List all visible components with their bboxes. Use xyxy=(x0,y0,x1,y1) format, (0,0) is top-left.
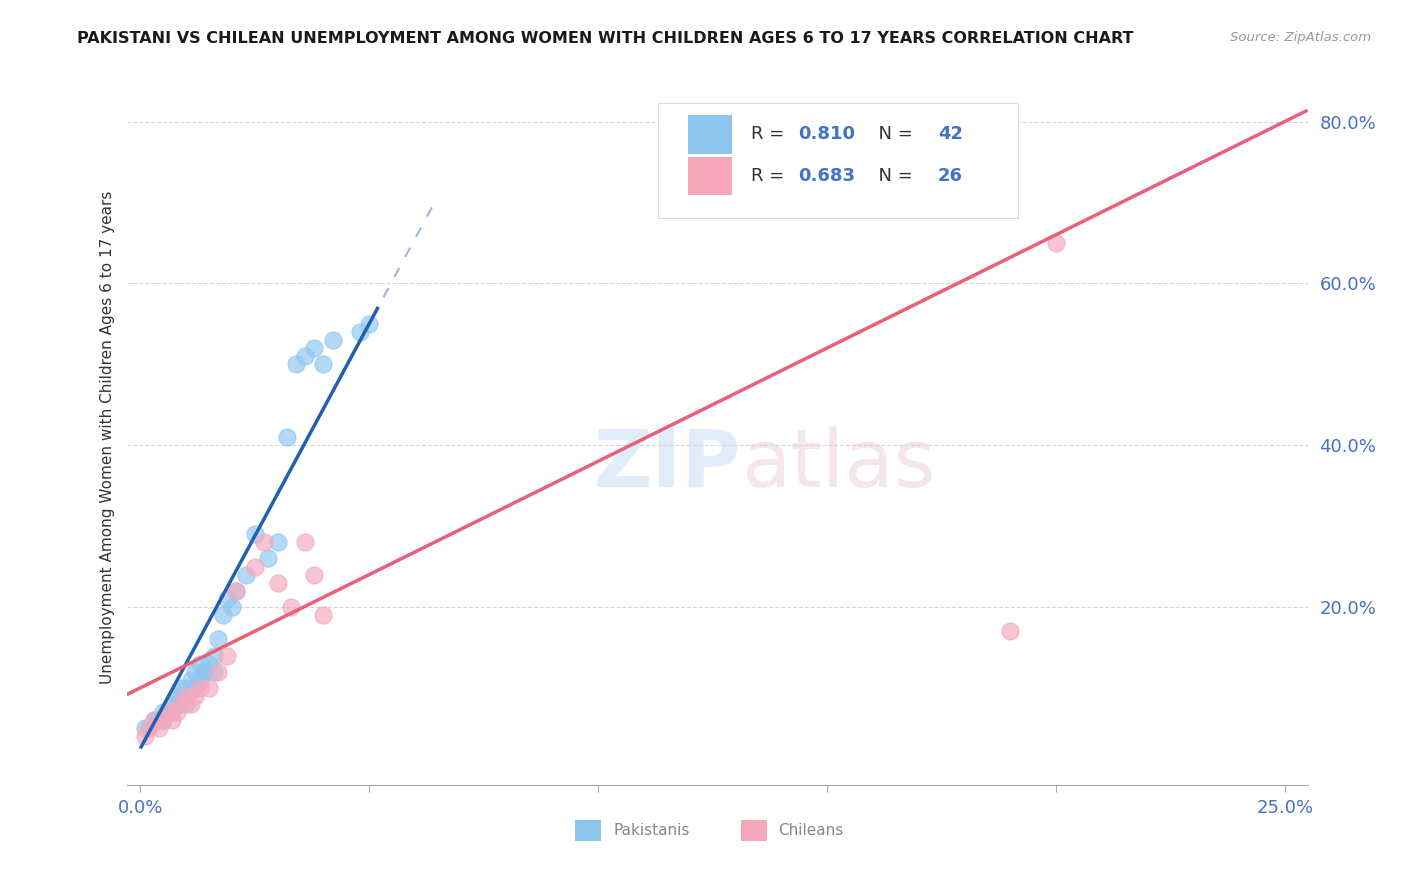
Point xyxy=(193,665,215,679)
Point xyxy=(166,689,188,703)
Point xyxy=(221,599,243,614)
Text: Source: ZipAtlas.com: Source: ZipAtlas.com xyxy=(1230,31,1371,45)
Point xyxy=(266,575,288,590)
Point xyxy=(138,722,160,736)
Point xyxy=(143,713,166,727)
Point xyxy=(180,697,202,711)
Point xyxy=(235,567,257,582)
Text: PAKISTANI VS CHILEAN UNEMPLOYMENT AMONG WOMEN WITH CHILDREN AGES 6 TO 17 YEARS C: PAKISTANI VS CHILEAN UNEMPLOYMENT AMONG … xyxy=(77,31,1133,46)
Point xyxy=(148,722,170,736)
Point xyxy=(312,357,335,371)
Point xyxy=(143,713,166,727)
Point xyxy=(180,673,202,687)
Point xyxy=(170,689,193,703)
Point xyxy=(276,430,298,444)
Point xyxy=(302,341,325,355)
Point xyxy=(188,673,211,687)
Text: N =: N = xyxy=(868,126,918,144)
FancyBboxPatch shape xyxy=(741,820,766,840)
Point xyxy=(225,583,247,598)
Point xyxy=(152,713,174,727)
Text: R =: R = xyxy=(751,167,790,186)
Point xyxy=(162,705,184,719)
Point xyxy=(162,713,184,727)
FancyBboxPatch shape xyxy=(575,820,602,840)
Point xyxy=(184,665,207,679)
FancyBboxPatch shape xyxy=(688,157,733,195)
Point xyxy=(188,681,211,695)
Point xyxy=(257,551,280,566)
Text: R =: R = xyxy=(751,126,790,144)
Y-axis label: Unemployment Among Women with Children Ages 6 to 17 years: Unemployment Among Women with Children A… xyxy=(100,190,115,684)
Text: atlas: atlas xyxy=(741,425,935,504)
Point xyxy=(193,665,215,679)
Point xyxy=(322,333,344,347)
Point xyxy=(202,648,225,663)
FancyBboxPatch shape xyxy=(688,115,733,153)
Point xyxy=(280,599,302,614)
Point xyxy=(202,665,225,679)
Text: 0.810: 0.810 xyxy=(799,126,856,144)
Point xyxy=(166,705,188,719)
Point xyxy=(998,624,1021,639)
Text: 26: 26 xyxy=(938,167,963,186)
Point xyxy=(170,681,193,695)
Point xyxy=(294,535,316,549)
Point xyxy=(243,527,266,541)
Point xyxy=(156,705,179,719)
Point xyxy=(284,357,307,371)
Point xyxy=(148,713,170,727)
Point xyxy=(184,689,207,703)
Point xyxy=(188,657,211,671)
Point xyxy=(174,689,197,703)
Point xyxy=(207,632,229,647)
Point xyxy=(217,648,239,663)
Point xyxy=(152,705,174,719)
Point xyxy=(349,325,371,339)
Text: 0.683: 0.683 xyxy=(799,167,856,186)
Point xyxy=(359,317,381,331)
Point xyxy=(166,697,188,711)
Point xyxy=(302,567,325,582)
Point xyxy=(152,713,174,727)
Text: ZIP: ZIP xyxy=(593,425,741,504)
Point xyxy=(184,681,207,695)
Point xyxy=(156,705,179,719)
Point xyxy=(162,697,184,711)
Point xyxy=(211,608,233,623)
Point xyxy=(198,681,221,695)
Point xyxy=(217,591,239,606)
Point xyxy=(134,722,156,736)
Point xyxy=(294,349,316,363)
Point xyxy=(253,535,276,549)
Point xyxy=(225,583,247,598)
Text: 42: 42 xyxy=(938,126,963,144)
Text: Pakistanis: Pakistanis xyxy=(613,822,689,838)
Point xyxy=(174,681,197,695)
Point xyxy=(312,608,335,623)
Point xyxy=(138,722,160,736)
Point xyxy=(134,730,156,744)
Text: Chileans: Chileans xyxy=(779,822,844,838)
Point xyxy=(243,559,266,574)
Point xyxy=(198,657,221,671)
FancyBboxPatch shape xyxy=(658,103,1018,218)
Text: N =: N = xyxy=(868,167,918,186)
Point xyxy=(174,697,197,711)
Point xyxy=(170,697,193,711)
Point xyxy=(266,535,288,549)
Point xyxy=(207,665,229,679)
Point xyxy=(1045,235,1067,250)
